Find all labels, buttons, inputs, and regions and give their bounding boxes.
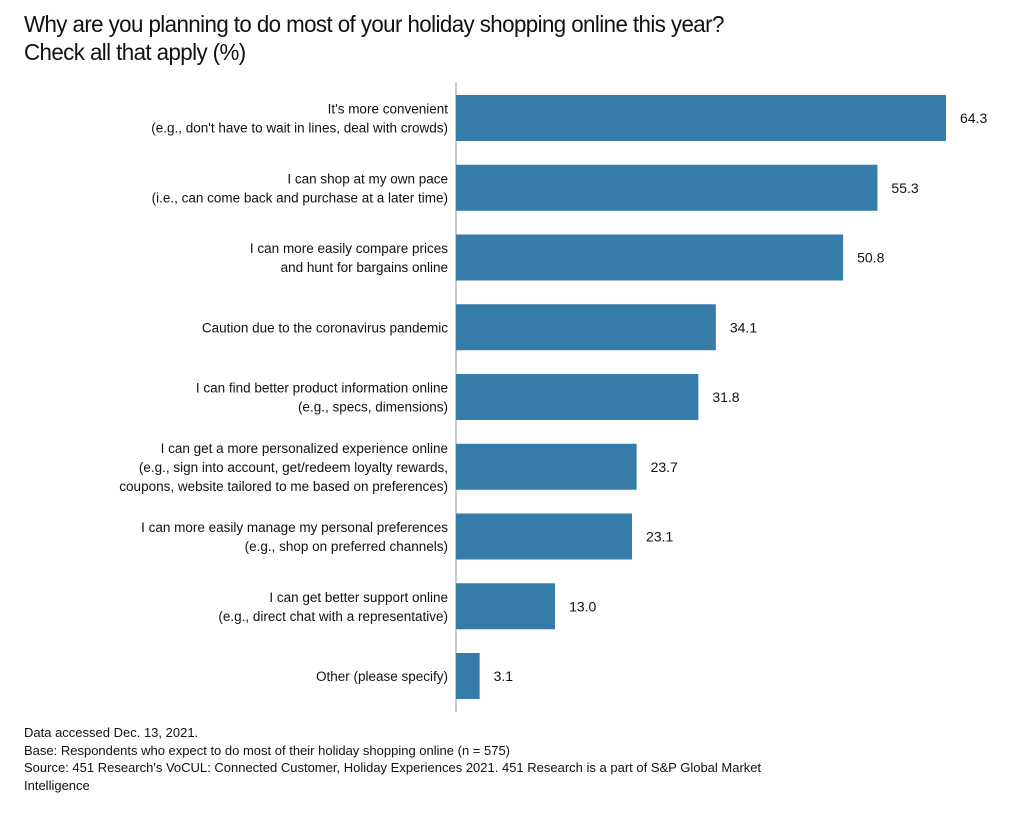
bar: [456, 653, 480, 699]
category-label-line: I can more easily manage my personal pre…: [141, 520, 448, 535]
chart-title: Why are you planning to do most of your …: [24, 10, 724, 66]
bar: [456, 583, 556, 630]
note-accessed: Data accessed Dec. 13, 2021.: [24, 725, 199, 740]
bar: [456, 443, 637, 490]
category-label: I can more easily manage my personal pre…: [141, 520, 448, 554]
bar: [456, 164, 878, 211]
category-label-line: (e.g., specs, dimensions): [298, 400, 448, 415]
category-label-line: (e.g., don't have to wait in lines, deal…: [151, 121, 448, 136]
category-label-line: (e.g., sign into account, get/redeem loy…: [139, 460, 448, 475]
chart-title-line-2: Check all that apply (%): [24, 39, 246, 65]
value-label: 23.1: [646, 529, 673, 545]
category-label-line: Other (please specify): [316, 669, 448, 684]
bar: [456, 374, 699, 420]
value-label: 3.1: [494, 668, 514, 684]
value-label: 50.8: [857, 250, 884, 266]
category-label-line: I can shop at my own pace: [287, 171, 448, 186]
value-label: 13.0: [569, 598, 596, 614]
category-label-line: (e.g., direct chat with a representative…: [218, 609, 448, 624]
note-source: Source: 451 Research's VoCUL: Connected …: [24, 760, 762, 793]
category-label-line: I can get a more personalized experience…: [161, 441, 448, 456]
category-label: I can shop at my own pace (i.e., can come…: [152, 171, 448, 205]
value-label: 34.1: [730, 319, 757, 335]
chart-notes: Data accessed Dec. 13, 2021. Base: Respo…: [24, 724, 984, 794]
category-label-line: (e.g., shop on preferred channels): [245, 539, 448, 554]
category-label-line: It's more convenient: [328, 102, 449, 117]
bar: [456, 95, 946, 141]
bar: [456, 234, 844, 281]
category-label-line: I can get better support online: [269, 590, 448, 605]
category-label-line: I can more easily compare prices: [250, 241, 448, 256]
category-label: I can get better support online (e.g., di…: [218, 590, 448, 624]
value-label: 23.7: [651, 459, 678, 475]
category-label-line: (i.e., can come back and purchase at a l…: [152, 190, 448, 205]
category-label-line: coupons, website tailored to me based on…: [119, 479, 448, 494]
bar: [456, 304, 716, 351]
value-label: 31.8: [712, 389, 739, 405]
category-label: Other (please specify): [316, 669, 448, 684]
bar: [456, 513, 633, 560]
category-label: It's more convenient (e.g., don't have to…: [151, 102, 448, 136]
category-label: Caution due to the coronavirus pandemic: [202, 320, 448, 335]
category-label: I can get a more personalized experience…: [119, 441, 448, 494]
value-label: 64.3: [960, 110, 987, 126]
note-base: Base: Respondents who expect to do most …: [24, 742, 511, 758]
chart-title-line-1: Why are you planning to do most of your …: [24, 11, 724, 37]
category-label: I can find better product information on…: [196, 381, 448, 415]
category-label: I can more easily compare prices and hunt…: [250, 241, 448, 275]
category-label-line: I can find better product information on…: [196, 381, 448, 396]
value-label: 55.3: [891, 180, 918, 196]
category-label-line: Caution due to the coronavirus pandemic: [202, 320, 448, 335]
category-label-line: and hunt for bargains online: [281, 260, 448, 275]
